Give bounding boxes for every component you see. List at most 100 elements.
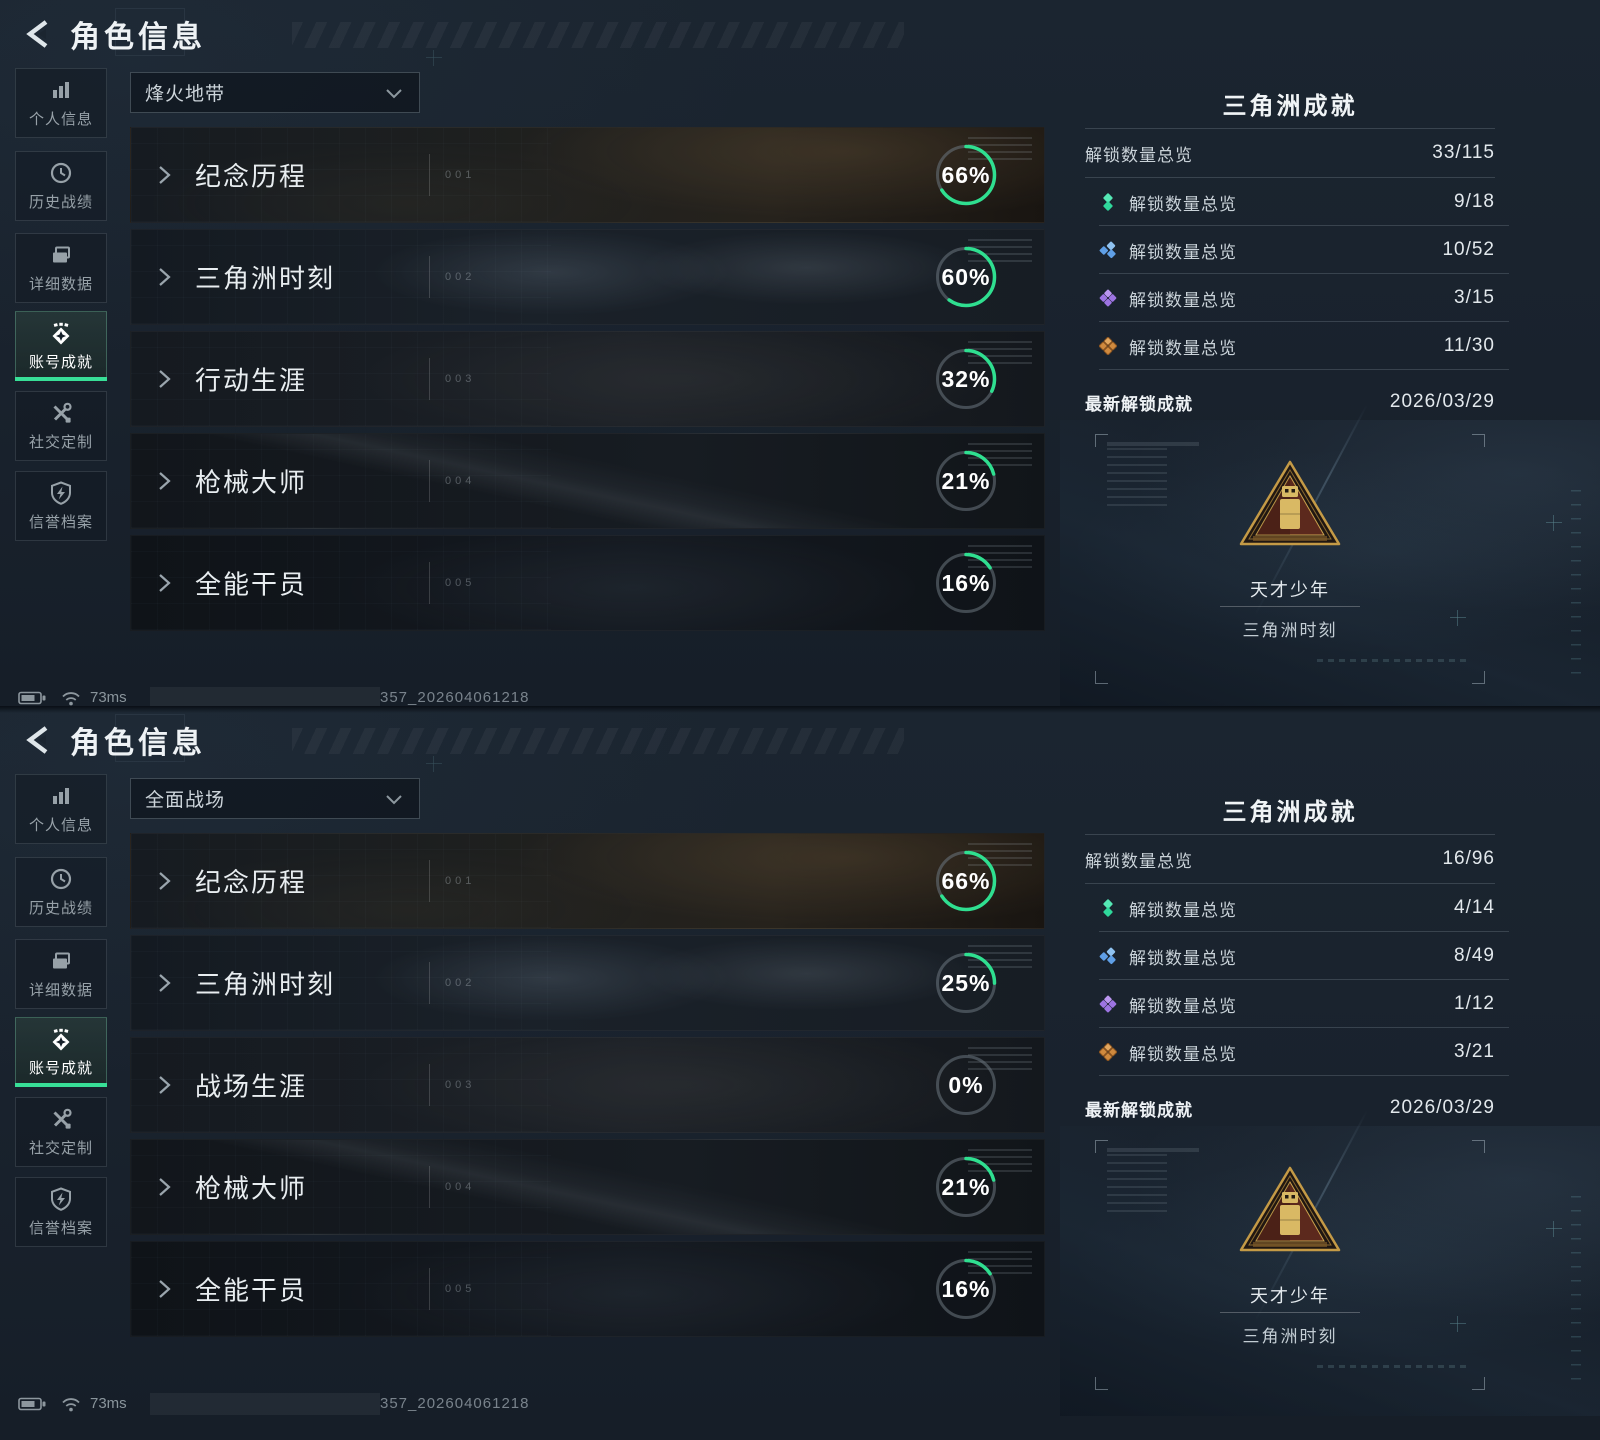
- achievement-category-row[interactable]: 纪念历程 001 66%: [130, 833, 1045, 929]
- mode-dropdown[interactable]: 全面战场: [130, 778, 420, 819]
- achievement-category-row[interactable]: 三角洲时刻 002 25%: [130, 935, 1045, 1031]
- total-unlocked-value: 33/115: [1432, 142, 1495, 163]
- tier-unlocked-row: 解锁数量总览 1/12: [1085, 980, 1509, 1028]
- crosshair-decoration: [426, 50, 442, 66]
- bar-chart-icon: [48, 783, 74, 809]
- category-index: 003: [429, 1064, 475, 1106]
- crosshair-decoration: [1546, 1221, 1562, 1237]
- divider: [1220, 606, 1360, 607]
- sidebar-item-账号成就[interactable]: 账号成就: [15, 311, 107, 381]
- sidebar-item-label: 信誉档案: [28, 514, 93, 531]
- wifi-icon: [60, 690, 82, 712]
- sidebar-item-社交定制[interactable]: 社交定制: [15, 391, 107, 461]
- tier-orange-diamonds-icon: [1099, 337, 1117, 355]
- latest-unlocked-date: 2026/03/29: [1389, 391, 1495, 412]
- tier-value: 3/21: [1454, 1041, 1495, 1062]
- latest-unlocked-row: 最新解锁成就 2026/03/29: [1085, 380, 1495, 424]
- chevron-right-icon: [155, 470, 173, 492]
- tier-green-diamonds-icon: [1099, 899, 1117, 917]
- tools-icon: [48, 400, 74, 426]
- category-title: 纪念历程: [195, 867, 308, 898]
- category-title: 战场生涯: [195, 1071, 308, 1102]
- achievement-summary-panel: 三角洲成就 解锁数量总览 16/96 解锁数量总览 4/14 解锁数量总览 8/…: [1085, 792, 1581, 1394]
- wifi-icon: [60, 1396, 82, 1418]
- category-title: 全能干员: [195, 1275, 308, 1306]
- tier-value: 8/49: [1454, 945, 1495, 966]
- documents-icon: [48, 948, 74, 974]
- sidebar-item-label: 详细数据: [28, 276, 93, 293]
- tier-value: 4/14: [1454, 897, 1495, 918]
- triangle-medal-icon: [1235, 456, 1345, 552]
- sidebar-item-信誉档案[interactable]: 信誉档案: [15, 1177, 107, 1247]
- sidebar-item-账号成就[interactable]: 账号成就: [15, 1017, 107, 1087]
- achievement-category-row[interactable]: 战场生涯 003 0%: [130, 1037, 1045, 1133]
- achievement-badge-icon: [48, 320, 74, 346]
- latest-badge-panel: 天才少年 三角洲时刻: [1085, 1136, 1581, 1394]
- panel-title: 三角洲成就: [1222, 799, 1358, 826]
- category-title: 行动生涯: [195, 365, 308, 396]
- achievement-badge-icon: [48, 1026, 74, 1052]
- corner-bracket: [1095, 671, 1108, 684]
- screen-2: 角色信息 个人信息 历史战绩 详细数据 账号成就 社交定制 信誉档案 全面战场: [0, 706, 1600, 1440]
- latest-badge-panel: 天才少年 三角洲时刻: [1085, 430, 1581, 688]
- sidebar-item-历史战绩[interactable]: 历史战绩: [15, 857, 107, 927]
- sidebar-item-label: 信誉档案: [28, 1220, 93, 1237]
- sidebar-item-社交定制[interactable]: 社交定制: [15, 1097, 107, 1167]
- chevron-right-icon: [155, 266, 173, 288]
- ping-value: 73ms: [90, 1395, 127, 1412]
- progress-percent: 0%: [948, 1071, 984, 1098]
- mode-dropdown[interactable]: 烽火地带: [130, 72, 420, 113]
- badge-category: 三角洲时刻: [1242, 1327, 1338, 1346]
- achievement-category-row[interactable]: 三角洲时刻 002 60%: [130, 229, 1045, 325]
- sidebar-item-label: 历史战绩: [28, 194, 93, 211]
- tier-value: 11/30: [1443, 335, 1495, 356]
- chevron-right-icon: [155, 572, 173, 594]
- tier-unlocked-row: 解锁数量总览 10/52: [1085, 226, 1509, 274]
- chevron-down-icon: [383, 82, 405, 104]
- status-bar: 73ms 357_202604061218: [0, 686, 1600, 712]
- sidebar-item-历史战绩[interactable]: 历史战绩: [15, 151, 107, 221]
- achievement-category-row[interactable]: 纪念历程 001 66%: [130, 127, 1045, 223]
- divider: [1099, 321, 1509, 322]
- sidebar-item-信誉档案[interactable]: 信誉档案: [15, 471, 107, 541]
- achievement-category-row[interactable]: 全能干员 005 16%: [130, 1241, 1045, 1337]
- progress-percent: 60%: [941, 263, 991, 290]
- progress-ring: 16%: [934, 551, 998, 615]
- sidebar-item-详细数据[interactable]: 详细数据: [15, 939, 107, 1009]
- achievement-category-row[interactable]: 全能干员 005 16%: [130, 535, 1045, 631]
- sidebar-item-label: 账号成就: [28, 1060, 93, 1077]
- tier-blue-diamonds-icon: [1099, 947, 1117, 965]
- sidebar-item-label: 社交定制: [28, 434, 93, 451]
- category-index: 003: [429, 358, 475, 400]
- achievement-category-list: 纪念历程 001 66% 三角洲时刻 002 25: [130, 833, 1045, 1343]
- category-title: 三角洲时刻: [195, 263, 336, 294]
- shield-bolt-icon: [48, 1186, 74, 1212]
- achievement-category-row[interactable]: 行动生涯 003 32%: [130, 331, 1045, 427]
- tools-icon: [48, 1106, 74, 1132]
- back-arrow-icon[interactable]: [18, 721, 56, 759]
- category-index: 001: [429, 154, 475, 196]
- sidebar-item-详细数据[interactable]: 详细数据: [15, 233, 107, 303]
- page-title: 角色信息: [70, 727, 206, 760]
- achievement-category-row[interactable]: 枪械大师 004 21%: [130, 1139, 1045, 1235]
- corner-bracket: [1095, 434, 1108, 447]
- back-arrow-icon[interactable]: [18, 15, 56, 53]
- sidebar-item-label: 个人信息: [28, 817, 93, 834]
- sidebar-item-个人信息[interactable]: 个人信息: [15, 68, 107, 138]
- achievement-category-row[interactable]: 枪械大师 004 21%: [130, 433, 1045, 529]
- tier-list: 解锁数量总览 4/14 解锁数量总览 8/49 解锁数量总览 1/12 解锁数量…: [1085, 884, 1509, 1076]
- latest-unlocked-row: 最新解锁成就 2026/03/29: [1085, 1086, 1495, 1130]
- divider: [1099, 1075, 1509, 1076]
- app-header: 角色信息: [18, 12, 206, 56]
- history-clock-icon: [48, 866, 74, 892]
- category-index: 002: [429, 256, 475, 298]
- total-unlocked-value: 16/96: [1442, 848, 1495, 869]
- progress-ring: 32%: [934, 347, 998, 411]
- tier-unlocked-row: 解锁数量总览 11/30: [1085, 322, 1509, 370]
- sidebar-item-label: 账号成就: [28, 354, 93, 371]
- status-band-decoration: [150, 687, 380, 709]
- sidebar-item-个人信息[interactable]: 个人信息: [15, 774, 107, 844]
- tier-label: 解锁数量总览: [1129, 242, 1237, 262]
- progress-ring: 66%: [934, 849, 998, 913]
